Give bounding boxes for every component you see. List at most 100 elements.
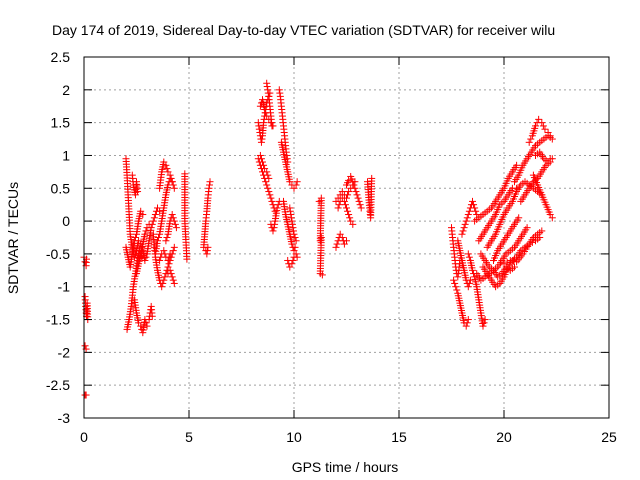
data-point: [264, 184, 272, 192]
data-point: [354, 194, 362, 202]
data-point: [469, 266, 476, 274]
data-point: [149, 217, 157, 225]
data-point: [469, 197, 476, 205]
axis-ticks: [83, 56, 610, 419]
data-point: [538, 227, 546, 235]
data-point: [165, 260, 173, 268]
data-point: [166, 266, 174, 274]
data-point: [145, 220, 153, 228]
data-point: [318, 271, 326, 279]
data-point: [169, 247, 177, 255]
data-point: [266, 191, 274, 199]
data-point: [458, 230, 466, 238]
data-point: [206, 178, 214, 186]
data-point: [154, 237, 161, 245]
data-point: [156, 256, 164, 264]
data-point: [160, 247, 168, 255]
data-point: [166, 171, 174, 179]
data-point: [257, 138, 265, 146]
data-point: [464, 250, 472, 258]
data-point: [509, 257, 517, 265]
data-point: [459, 227, 467, 235]
data-point: [368, 174, 376, 182]
y-tick-label: 0.5: [51, 180, 71, 196]
data-point: [256, 102, 264, 110]
data-point: [203, 250, 211, 258]
data-point: [513, 161, 521, 169]
data-point: [350, 181, 358, 189]
data-point: [352, 188, 360, 196]
data-point: [511, 263, 518, 271]
data-point: [288, 260, 296, 268]
data-point: [259, 158, 266, 166]
data-point: [163, 165, 171, 173]
data-point: [151, 211, 159, 219]
data-point: [465, 207, 473, 215]
data-point: [167, 174, 175, 182]
data-point: [286, 204, 294, 212]
x-tick-label: 10: [286, 429, 302, 445]
data-point: [288, 220, 296, 228]
data-point: [171, 220, 179, 228]
data-point: [500, 260, 508, 268]
data-point: [172, 224, 180, 232]
data-point: [291, 243, 299, 251]
y-tick-labels: -3 -2.5 -2 -1.5 -1 -0.5 0 0.5 1 1.5 2 2.5: [46, 49, 70, 426]
data-point: [332, 243, 340, 251]
x-tick-label: 15: [391, 429, 407, 445]
data-point: [548, 214, 556, 222]
data-point: [162, 237, 170, 245]
data-point: [269, 227, 277, 235]
data-point: [539, 122, 547, 130]
data-point: [142, 319, 150, 327]
data-point: [346, 214, 354, 222]
data-point: [292, 250, 300, 258]
data-point: [288, 217, 296, 225]
data-point: [265, 174, 273, 182]
data-point: [343, 204, 350, 212]
data-point: [536, 234, 544, 241]
data-point: [273, 204, 281, 212]
data-point: [546, 155, 554, 163]
data-point: [465, 279, 473, 287]
data-point: [270, 224, 278, 232]
y-tick-label: -3: [58, 410, 71, 426]
data-point: [261, 106, 269, 114]
data-point: [454, 273, 462, 281]
data-point: [150, 214, 158, 222]
data-point: [262, 178, 270, 186]
data-point: [155, 234, 163, 241]
data-point: [131, 234, 139, 241]
data-point: [464, 211, 472, 219]
data-point: [343, 237, 350, 245]
data-point: [349, 178, 357, 186]
data-point: [160, 276, 168, 284]
data-point: [141, 256, 149, 264]
data-point: [267, 194, 275, 202]
data-point: [353, 191, 361, 199]
data-point: [460, 224, 468, 232]
data-point: [161, 273, 169, 281]
data-point: [345, 176, 353, 184]
data-point: [463, 214, 471, 222]
data-point: [351, 184, 359, 192]
data-point: [462, 322, 470, 330]
data-point: [142, 227, 150, 235]
data-point: [462, 217, 470, 225]
data-point: [287, 211, 295, 219]
data-point: [470, 201, 478, 209]
data-point: [143, 322, 151, 330]
data-point: [170, 243, 178, 251]
data-point: [162, 161, 170, 169]
data-point: [535, 115, 543, 123]
data-point: [263, 181, 271, 189]
data-point: [158, 283, 166, 291]
data-point: [528, 238, 536, 246]
data-point: [538, 119, 546, 127]
data-point: [292, 237, 300, 245]
data-point: [167, 270, 175, 278]
data-point: [503, 258, 511, 266]
data-point: [260, 161, 268, 169]
data-point: [165, 253, 173, 261]
